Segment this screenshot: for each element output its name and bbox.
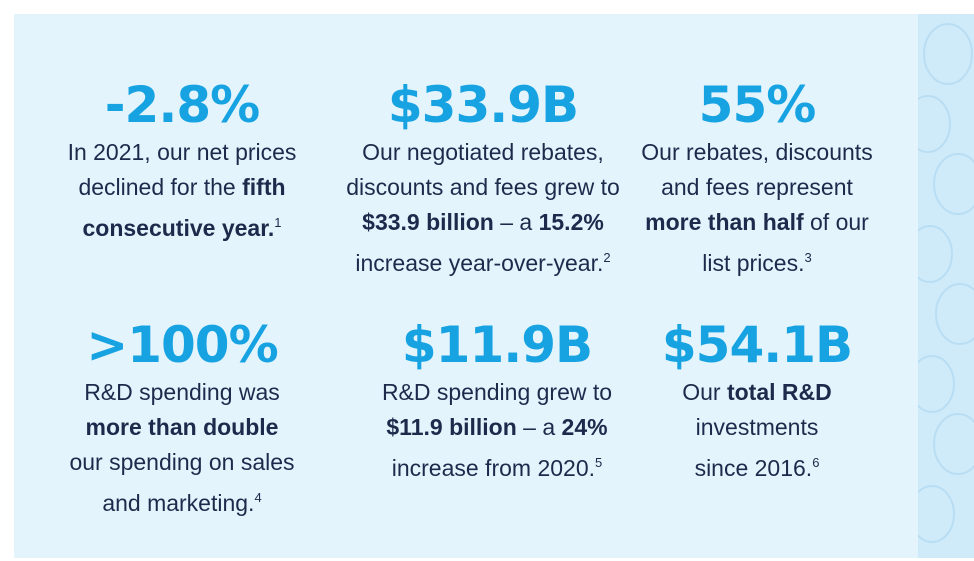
- footnote-ref: 6: [812, 455, 820, 470]
- stat-line: Our rebates, discounts: [597, 135, 917, 170]
- text-run: increase from 2020.: [391, 455, 596, 481]
- stat: $54.1B Our total R&D investments since 2016…: [597, 315, 917, 486]
- pattern: [918, 23, 974, 543]
- text-run: total R&D: [726, 379, 832, 405]
- text-run: and fees represent: [661, 174, 853, 200]
- text-run: more than double: [85, 414, 279, 440]
- stat-line: discounts and fees grew to: [323, 170, 643, 205]
- stat-line: $33.9 billion – a 15.2%: [323, 205, 643, 240]
- stat: 55% Our rebates, discounts and fees repres…: [597, 75, 917, 281]
- stat: -2.8% In 2021, our net prices declined for…: [22, 75, 342, 246]
- stat-value: $11.9B: [401, 316, 593, 374]
- text-run: R&D spending was: [84, 379, 280, 405]
- stat-value: $54.1B: [661, 316, 853, 374]
- text-run: declined for the: [78, 174, 243, 200]
- text-run: discounts and fees grew to: [346, 174, 620, 200]
- text-run: consecutive year.: [82, 215, 275, 241]
- text-run: $33.9 billion: [362, 209, 494, 235]
- text-run: and marketing.: [102, 490, 255, 516]
- text-run: investments: [695, 414, 819, 440]
- text-run: of our: [803, 209, 869, 235]
- stat-line: R&D spending grew to: [337, 375, 657, 410]
- stat-line: In 2021, our net prices: [22, 135, 342, 170]
- stat-line: declined for the fifth: [22, 170, 342, 205]
- panel: [14, 14, 918, 558]
- stat-line: increase from 2020.5: [337, 445, 657, 486]
- stat-line: $11.9 billion – a 24%: [337, 410, 657, 445]
- stat: $11.9B R&D spending grew to $11.9 billion …: [337, 315, 657, 486]
- text-run: since 2016.: [694, 455, 813, 481]
- stat-line: more than half of our: [597, 205, 917, 240]
- stat: >100% R&D spending was more than double our…: [22, 315, 342, 521]
- stat-line: R&D spending was: [22, 375, 342, 410]
- text-run: fifth: [242, 174, 286, 200]
- text-run: $11.9 billion: [386, 414, 517, 440]
- pattern-strip: [918, 14, 974, 558]
- footnote-ref: 2: [603, 250, 611, 265]
- text-run: 15.2%: [538, 209, 604, 235]
- footnote-ref: 5: [595, 455, 603, 470]
- footnote-ref: 1: [274, 215, 282, 230]
- stat-value: -2.8%: [104, 76, 260, 134]
- text-run: Our: [682, 379, 727, 405]
- stat-line: more than double: [22, 410, 342, 445]
- text-run: list prices.: [702, 250, 805, 276]
- footnote-ref: 4: [254, 490, 262, 505]
- text-run: Our negotiated rebates,: [362, 139, 604, 165]
- stat-line: Our total R&D: [597, 375, 917, 410]
- text-run: – a: [493, 209, 539, 235]
- stat-line: investments: [597, 410, 917, 445]
- text-run: increase year-over-year.: [355, 250, 604, 276]
- text-run: – a: [516, 414, 562, 440]
- text-run: more than half: [645, 209, 804, 235]
- stat-value: >100%: [86, 316, 278, 374]
- stat-line: Our negotiated rebates,: [323, 135, 643, 170]
- text-run: 24%: [561, 414, 608, 440]
- stat: $33.9B Our negotiated rebates, discounts a…: [323, 75, 643, 281]
- stat-line: list prices.3: [597, 240, 917, 281]
- stat-value: $33.9B: [387, 76, 579, 134]
- text-run: In 2021, our net prices: [67, 139, 297, 165]
- stat-line: and fees represent: [597, 170, 917, 205]
- footnote-ref: 3: [804, 250, 812, 265]
- stat-line: increase year-over-year.2: [323, 240, 643, 281]
- text-run: our spending on sales: [69, 449, 295, 475]
- text-run: R&D spending grew to: [381, 379, 613, 405]
- stat-value: 55%: [698, 76, 817, 134]
- stat-line: since 2016.6: [597, 445, 917, 486]
- text-run: Our rebates, discounts: [641, 139, 873, 165]
- stat-line: consecutive year.1: [22, 205, 342, 246]
- stat-line: our spending on sales: [22, 445, 342, 480]
- stat-line: and marketing.4: [22, 480, 342, 521]
